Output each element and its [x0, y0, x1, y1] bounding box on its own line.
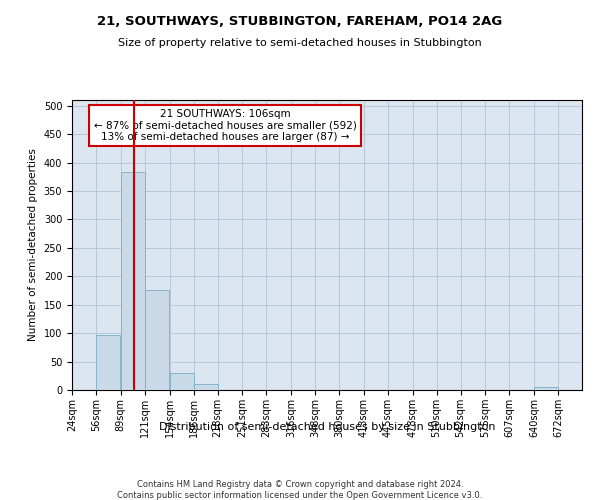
Text: Contains public sector information licensed under the Open Government Licence v3: Contains public sector information licen…: [118, 491, 482, 500]
Text: 21, SOUTHWAYS, STUBBINGTON, FAREHAM, PO14 2AG: 21, SOUTHWAYS, STUBBINGTON, FAREHAM, PO1…: [97, 15, 503, 28]
Bar: [170, 373, 193, 390]
Bar: [145, 290, 169, 390]
Bar: [534, 387, 558, 390]
Text: Distribution of semi-detached houses by size in Stubbington: Distribution of semi-detached houses by …: [159, 422, 495, 432]
Y-axis label: Number of semi-detached properties: Number of semi-detached properties: [28, 148, 38, 342]
Bar: [96, 335, 120, 390]
Text: Size of property relative to semi-detached houses in Stubbington: Size of property relative to semi-detach…: [118, 38, 482, 48]
Bar: [193, 384, 218, 390]
Text: 21 SOUTHWAYS: 106sqm
← 87% of semi-detached houses are smaller (592)
13% of semi: 21 SOUTHWAYS: 106sqm ← 87% of semi-detac…: [94, 108, 356, 142]
Bar: [121, 172, 145, 390]
Text: Contains HM Land Registry data © Crown copyright and database right 2024.: Contains HM Land Registry data © Crown c…: [137, 480, 463, 489]
